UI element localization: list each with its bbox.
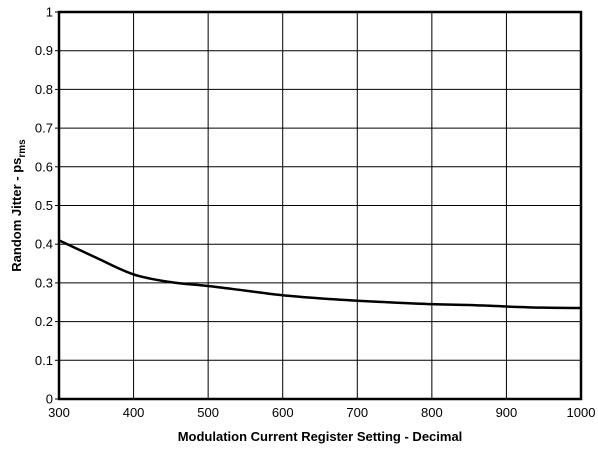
x-axis-label: Modulation Current Register Setting - De… [178, 429, 463, 444]
x-tick-label: 500 [197, 405, 219, 420]
x-tick-label: 600 [272, 405, 294, 420]
y-axis-label: Random Jitter - psrms [9, 139, 28, 272]
y-tick-label: 0.9 [35, 43, 53, 58]
x-tick-label: 1000 [567, 405, 596, 420]
y-tick-label: 0.5 [35, 198, 53, 213]
grid-lines [55, 11, 581, 400]
x-tick-label: 800 [421, 405, 443, 420]
x-tick-labels: 300 400 500 600 700 800 900 1000 [48, 405, 595, 420]
y-axis-label-subscript: rms [17, 139, 28, 158]
y-tick-label: 0.6 [35, 159, 53, 174]
y-tick-label: 0.7 [35, 121, 53, 136]
x-tick-label: 400 [123, 405, 145, 420]
y-tick-label: 0.2 [35, 314, 53, 329]
x-tick-label: 300 [48, 405, 70, 420]
y-axis-label-main: Random Jitter - ps [9, 158, 24, 272]
x-tick-label: 900 [496, 405, 518, 420]
y-tick-label: 1 [46, 5, 53, 20]
y-tick-label: 0 [46, 392, 53, 407]
y-tick-label: 0.3 [35, 275, 53, 290]
series-layer [58, 239, 582, 310]
y-tick-label: 0.1 [35, 353, 53, 368]
y-tick-label: 0.4 [35, 237, 53, 252]
series-line [58, 239, 582, 310]
y-tick-labels: 0 0.1 0.2 0.3 0.4 0.5 0.6 0.7 0.8 0.9 1 [35, 5, 53, 407]
x-tick-label: 700 [346, 405, 368, 420]
plot-frame [57, 10, 583, 401]
y-tick-label: 0.8 [35, 82, 53, 97]
